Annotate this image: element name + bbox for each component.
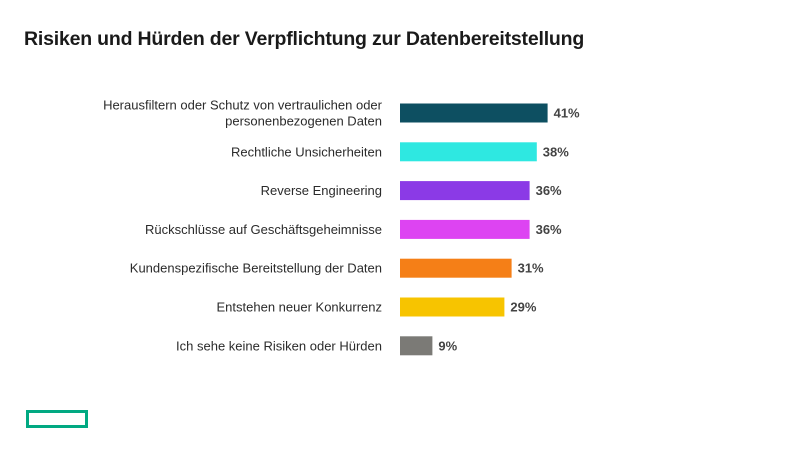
value-label: 36% — [536, 222, 562, 237]
bar — [400, 181, 530, 201]
bar — [400, 103, 548, 123]
category-label: Kundenspezifische Bereitstellung der Dat… — [130, 261, 382, 276]
bar — [400, 336, 433, 356]
category-label: Ich sehe keine Risiken oder Hürden — [176, 338, 382, 353]
value-label: 38% — [543, 144, 569, 159]
category-label: Reverse Engineering — [261, 183, 382, 198]
chart-title: Risiken und Hürden der Verpflichtung zur… — [24, 28, 585, 50]
category-label: Rechtliche Unsicherheiten — [231, 144, 382, 159]
value-label: 41% — [554, 106, 580, 121]
value-label: 36% — [536, 183, 562, 198]
hpe-logo-icon — [26, 410, 88, 428]
category-label: Entstehen neuer Konkurrenz — [217, 300, 383, 315]
category-label: Rückschlüsse auf Geschäftsgeheimnisse — [145, 222, 382, 237]
category-label: personenbezogenen Daten — [225, 114, 382, 129]
value-label: 31% — [518, 261, 544, 276]
bar — [400, 258, 512, 278]
value-label: 9% — [438, 338, 457, 353]
bar — [400, 219, 530, 239]
bar — [400, 142, 537, 162]
bar — [400, 297, 505, 317]
category-label: Herausfiltern oder Schutz von vertraulic… — [103, 98, 383, 113]
value-label: 29% — [510, 300, 536, 315]
